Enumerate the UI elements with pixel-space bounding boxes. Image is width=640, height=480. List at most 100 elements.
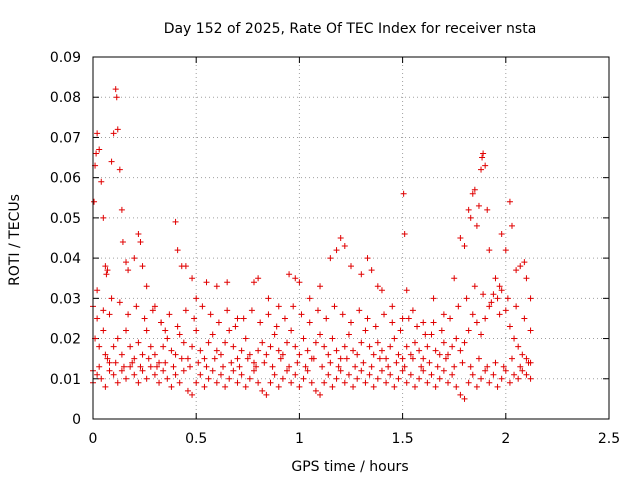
data-point xyxy=(228,359,235,366)
data-point xyxy=(129,359,136,366)
data-point xyxy=(193,327,200,334)
x-tick-label: 2 xyxy=(501,431,510,447)
x-tick-label: 1.5 xyxy=(391,431,413,447)
data-point xyxy=(275,383,282,390)
data-point xyxy=(205,339,212,346)
data-point xyxy=(378,347,385,354)
y-axis-label: ROTI / TECUs xyxy=(7,194,23,286)
data-point xyxy=(203,279,210,286)
data-point xyxy=(178,355,185,362)
data-point xyxy=(442,355,449,362)
data-point xyxy=(428,331,435,338)
data-point xyxy=(465,206,472,213)
data-point xyxy=(174,323,181,330)
data-point xyxy=(131,255,138,262)
data-point xyxy=(401,363,408,370)
data-point xyxy=(213,347,220,354)
data-points xyxy=(90,86,534,402)
data-point xyxy=(296,383,303,390)
data-point xyxy=(114,335,121,342)
data-point xyxy=(473,319,480,326)
data-point xyxy=(263,351,270,358)
data-point xyxy=(267,379,274,386)
data-point xyxy=(300,335,307,342)
data-point xyxy=(426,359,433,366)
data-point xyxy=(123,327,130,334)
data-point xyxy=(459,359,466,366)
data-point xyxy=(515,375,522,382)
data-point xyxy=(292,343,299,350)
data-point xyxy=(226,327,233,334)
data-point xyxy=(213,379,220,386)
data-point xyxy=(422,331,429,338)
data-point xyxy=(465,327,472,334)
data-point xyxy=(104,267,111,274)
data-point xyxy=(395,351,402,358)
data-point xyxy=(242,335,249,342)
x-axis-label: GPS time / hours xyxy=(291,459,408,475)
data-point xyxy=(327,359,334,366)
data-point xyxy=(207,311,214,318)
data-point xyxy=(478,331,485,338)
data-point xyxy=(463,295,470,302)
data-point xyxy=(273,323,280,330)
data-point xyxy=(517,263,524,270)
data-point xyxy=(451,363,458,370)
data-point xyxy=(399,367,406,374)
data-point xyxy=(368,363,375,370)
data-point xyxy=(213,283,220,290)
x-tick-label: 0 xyxy=(89,431,98,447)
y-tick-label: 0.05 xyxy=(50,211,81,227)
data-point xyxy=(253,363,260,370)
data-point xyxy=(102,263,109,270)
data-point xyxy=(166,311,173,318)
data-point xyxy=(424,379,431,386)
data-point xyxy=(461,395,468,402)
data-point xyxy=(197,371,204,378)
data-point xyxy=(226,375,233,382)
data-point xyxy=(323,315,330,322)
data-point xyxy=(482,315,489,322)
y-tick-label: 0.09 xyxy=(50,50,81,66)
data-point xyxy=(269,363,276,370)
data-point xyxy=(131,371,138,378)
data-point xyxy=(102,383,109,390)
data-point xyxy=(182,307,189,314)
data-point xyxy=(164,375,171,382)
data-point xyxy=(236,363,243,370)
data-point xyxy=(333,375,340,382)
data-point xyxy=(494,295,501,302)
data-point xyxy=(234,379,241,386)
data-point xyxy=(224,279,231,286)
data-point xyxy=(383,379,390,386)
data-point xyxy=(96,343,103,350)
data-point xyxy=(511,371,518,378)
data-point xyxy=(362,379,369,386)
data-point xyxy=(372,323,379,330)
data-point xyxy=(430,295,437,302)
y-tick-label: 0.04 xyxy=(50,251,81,267)
data-point xyxy=(230,343,237,350)
data-point xyxy=(255,347,262,354)
data-point xyxy=(350,347,357,354)
plot-frame xyxy=(92,56,610,420)
data-point xyxy=(133,303,140,310)
data-point xyxy=(100,307,107,314)
data-point xyxy=(261,359,268,366)
data-point xyxy=(374,339,381,346)
y-tick-label: 0.06 xyxy=(50,171,81,187)
data-point xyxy=(378,287,385,294)
data-point xyxy=(521,259,528,266)
data-point xyxy=(329,383,336,390)
data-point xyxy=(103,271,110,278)
data-point xyxy=(366,371,373,378)
data-point xyxy=(168,347,175,354)
data-point xyxy=(234,355,241,362)
data-point xyxy=(234,315,241,322)
data-point xyxy=(345,331,352,338)
data-point xyxy=(411,339,418,346)
data-point xyxy=(407,351,414,358)
data-point xyxy=(352,363,359,370)
data-point xyxy=(304,347,311,354)
